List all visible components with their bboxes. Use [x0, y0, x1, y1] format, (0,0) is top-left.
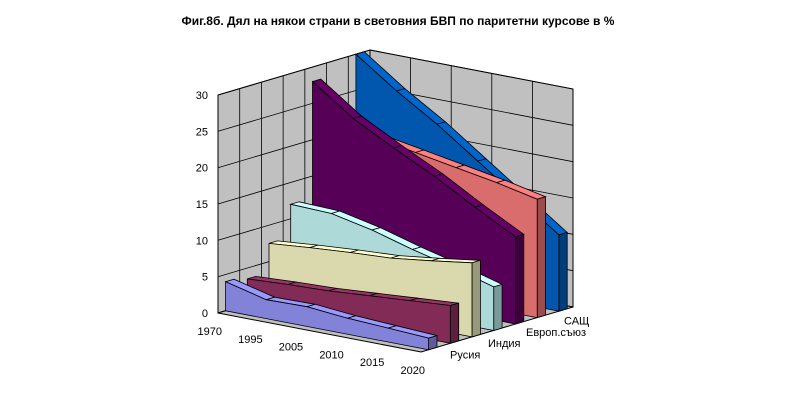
y-tick-label: 25 — [196, 126, 208, 138]
ticks-layer: 0 5 10 15 20 25 30 1970 1995 2005 2010 2015 2020 Руси… — [196, 90, 590, 377]
series-1 — [224, 278, 439, 351]
chart-title: Фиг.8б. Дял на някои страни в световния … — [181, 14, 615, 28]
series-front — [225, 281, 430, 351]
y-tick-label: 30 — [196, 90, 208, 102]
y-tick-label: 10 — [196, 235, 208, 247]
y-tick-label: 5 — [202, 272, 208, 284]
series-end — [449, 302, 460, 344]
y-tick-label: 20 — [196, 163, 208, 175]
series-end — [471, 259, 481, 338]
x-tick-label: 2020 — [401, 365, 425, 377]
x-tick-label: 2015 — [360, 357, 384, 369]
series-end — [515, 233, 525, 325]
y-tick-label: 15 — [196, 199, 208, 211]
series-layer — [224, 51, 568, 351]
y-tick-label: 0 — [202, 308, 208, 320]
depth-label: Индия — [488, 338, 521, 350]
gridline-h — [217, 49, 574, 96]
depth-label: Русия — [450, 349, 480, 361]
depth-label: Европ.съюз — [526, 327, 586, 339]
series-end — [536, 196, 546, 319]
x-tick-label: 2005 — [279, 342, 303, 354]
series-end — [428, 335, 438, 351]
series-end — [493, 283, 503, 332]
x-tick-label: 1970 — [198, 326, 222, 338]
series-end — [558, 231, 568, 312]
x-tick-label: 2010 — [319, 349, 343, 361]
x-tick-label: 1995 — [238, 334, 262, 346]
depth-label: САЩ — [564, 316, 589, 328]
